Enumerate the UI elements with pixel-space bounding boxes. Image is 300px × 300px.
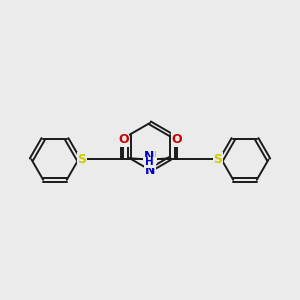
Text: S: S [213,153,222,166]
Text: O: O [118,133,129,146]
Text: O: O [171,133,182,146]
Text: N: N [144,150,154,163]
Text: S: S [78,153,87,166]
Text: N: N [146,150,156,163]
Text: H: H [146,158,155,167]
Text: N: N [145,164,155,177]
Text: H: H [145,158,154,167]
